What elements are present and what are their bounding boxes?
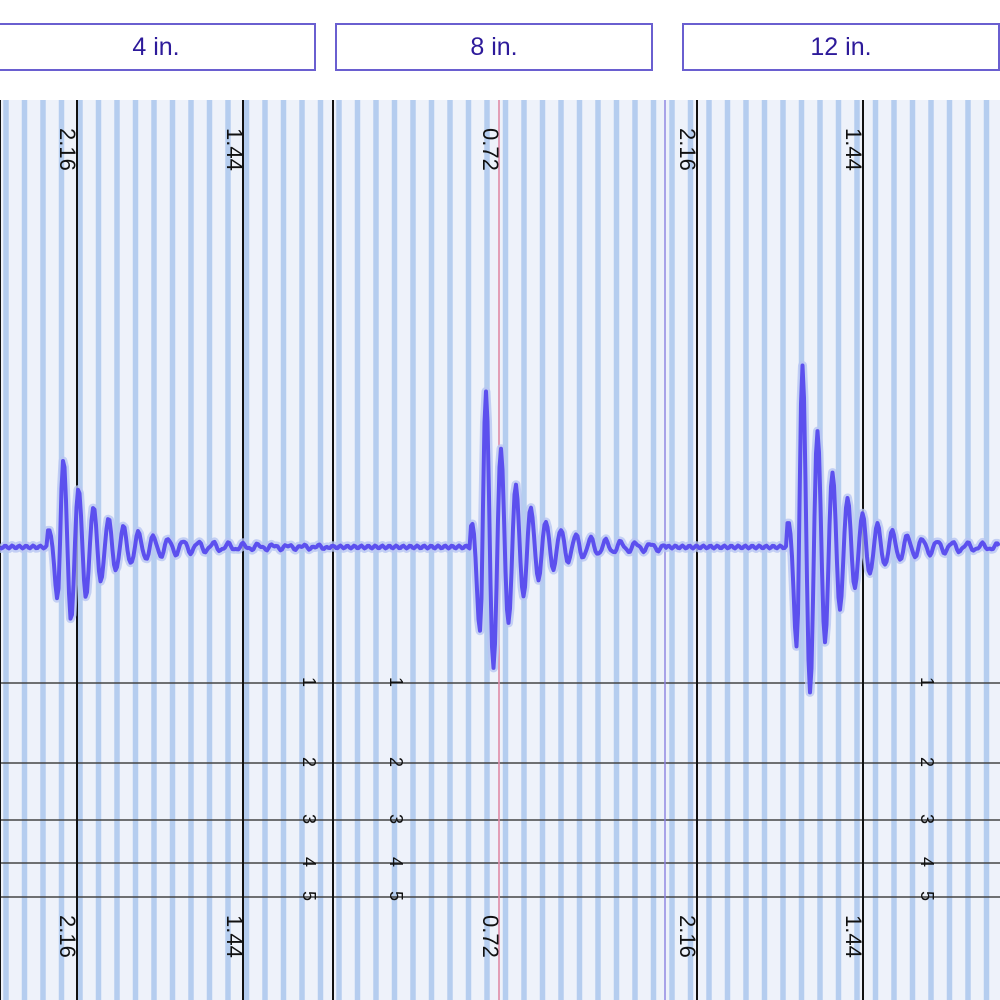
depth-marker-label: 3 [386, 814, 406, 824]
depth-marker-label: 5 [386, 891, 406, 901]
depth-marker-label: 5 [917, 891, 937, 901]
depth-marker-label: 3 [299, 814, 319, 824]
tab-12-in[interactable]: 12 in. [682, 23, 1000, 71]
depth-marker-label: 2 [386, 757, 406, 767]
tick-label-bottom: 2.16 [675, 915, 700, 958]
depth-marker-label: 4 [299, 857, 319, 867]
axis-labels: 2.16 2.16 1.44 1.44 0.72 0.72 2.16 2.16 1.44 1.44… [55, 128, 937, 958]
depth-marker-label: 2 [299, 757, 319, 767]
tab-4-in[interactable]: 4 in. [0, 23, 316, 71]
depth-marker-label: 1 [299, 677, 319, 687]
tick-label-bottom: 1.44 [841, 915, 866, 958]
waveform-chart: 2.16 2.16 1.44 1.44 0.72 0.72 2.16 2.16 1.44 1.44… [0, 100, 1000, 1000]
tick-label-top: 0.72 [478, 128, 503, 171]
tick-label-top: 1.44 [222, 128, 247, 171]
tick-label-bottom: 0.72 [478, 915, 503, 958]
depth-marker-label: 4 [917, 857, 937, 867]
depth-marker-label: 2 [917, 757, 937, 767]
tick-label-top: 1.44 [841, 128, 866, 171]
tick-label-bottom: 2.16 [55, 915, 80, 958]
depth-lines [0, 682, 1000, 898]
tab-8-in[interactable]: 8 in. [335, 23, 653, 71]
tick-label-top: 2.16 [675, 128, 700, 171]
waveform-trace [0, 363, 1000, 695]
depth-marker-label: 3 [917, 814, 937, 824]
depth-marker-label: 5 [299, 891, 319, 901]
depth-marker-label: 1 [917, 677, 937, 687]
depth-marker-label: 4 [386, 857, 406, 867]
depth-marker-label: 1 [386, 677, 406, 687]
tick-label-bottom: 1.44 [222, 915, 247, 958]
tick-label-top: 2.16 [55, 128, 80, 171]
waveform-trace-group [0, 361, 1000, 697]
